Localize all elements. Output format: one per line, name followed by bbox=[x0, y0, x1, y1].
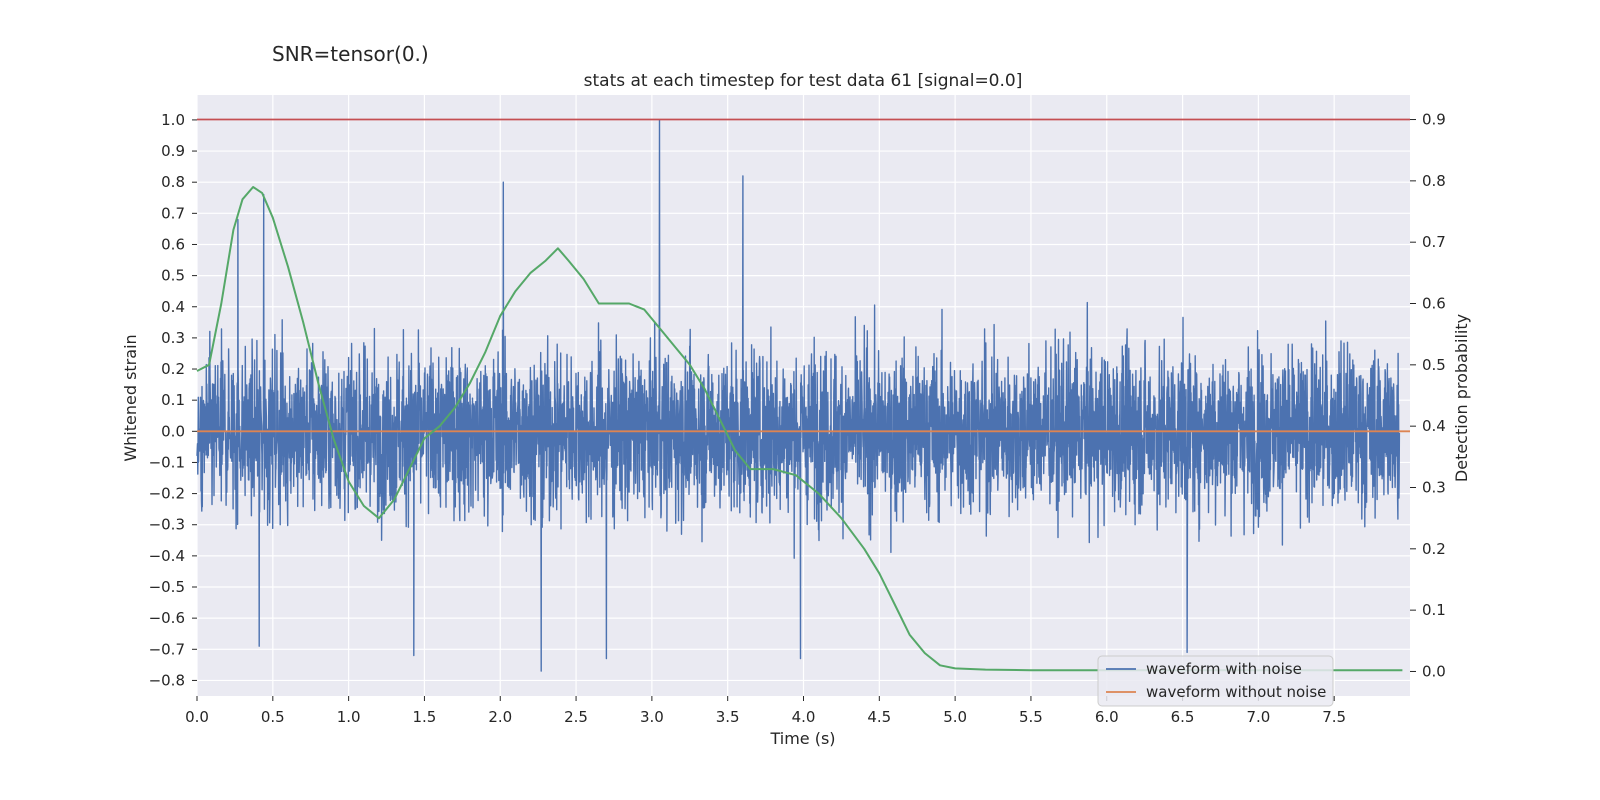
left-tick-label: −0.3 bbox=[149, 516, 185, 534]
right-tick-label: 0.6 bbox=[1422, 295, 1446, 313]
left-tick-label: 1.0 bbox=[161, 111, 185, 129]
right-tick-label: 0.2 bbox=[1422, 540, 1446, 558]
x-axis-label: Time (s) bbox=[769, 729, 835, 748]
right-tick-label: 0.4 bbox=[1422, 417, 1446, 435]
right-tick-label: 0.7 bbox=[1422, 233, 1446, 251]
x-tick-label: 4.0 bbox=[792, 708, 816, 726]
x-tick-label: 0.5 bbox=[261, 708, 285, 726]
left-tick-label: 0.6 bbox=[161, 235, 185, 253]
waveform-with-noise-line bbox=[196, 119, 1401, 672]
left-tick-label: 0.3 bbox=[161, 329, 185, 347]
x-tick-label: 2.5 bbox=[564, 708, 588, 726]
left-tick-label: 0.1 bbox=[161, 391, 185, 409]
right-tick-label: 0.3 bbox=[1422, 478, 1446, 496]
left-tick-label: 0.2 bbox=[161, 360, 185, 378]
left-tick-label: −0.5 bbox=[149, 578, 185, 596]
left-tick-label: −0.8 bbox=[149, 671, 185, 689]
x-tick-label: 7.0 bbox=[1246, 708, 1270, 726]
left-tick-label: 0.9 bbox=[161, 142, 185, 160]
series-waveform-with-noise bbox=[196, 119, 1401, 672]
x-tick-label: 7.5 bbox=[1322, 708, 1346, 726]
left-axis-ticks: 1.0 0.9 0.8 0.7 0.6 0.5 0.4 0.3 0.2 0.1 0.0 −0.1 −0.… bbox=[149, 111, 197, 689]
x-tick-label: 1.0 bbox=[337, 708, 361, 726]
detection-probability-line bbox=[196, 186, 1403, 672]
right-tick-label: 0.9 bbox=[1422, 111, 1446, 129]
chart-title: stats at each timestep for test data 61 … bbox=[584, 71, 1023, 91]
figure-suptitle: SNR=tensor(0.) bbox=[272, 42, 429, 66]
right-tick-label: 0.8 bbox=[1422, 172, 1446, 190]
left-tick-label: −0.1 bbox=[149, 453, 185, 471]
legend-box bbox=[1097, 655, 1334, 707]
legend-label: waveform without noise bbox=[1146, 683, 1326, 701]
x-axis-ticks: 0.0 0.5 1.0 1.5 2.0 2.5 3.0 3.5 4.0 4.5 5.0 5.5 6.0 6… bbox=[185, 696, 1346, 726]
right-axis-label: Detection probability bbox=[1452, 314, 1471, 482]
series-lines bbox=[196, 118, 1410, 672]
left-tick-label: 0.0 bbox=[161, 422, 185, 440]
right-axis-ticks: 0.9 0.8 0.7 0.6 0.5 0.4 0.3 0.2 0.1 0.0 bbox=[1410, 111, 1446, 680]
x-tick-label: 6.0 bbox=[1095, 708, 1119, 726]
left-tick-label: −0.7 bbox=[149, 640, 185, 658]
legend: waveform with noise waveform without nois… bbox=[1097, 655, 1334, 707]
right-tick-label: 0.1 bbox=[1422, 601, 1446, 619]
x-tick-label: 0.0 bbox=[185, 708, 209, 726]
x-tick-label: 6.5 bbox=[1171, 708, 1195, 726]
left-axis-label: Whitened strain bbox=[121, 334, 140, 461]
left-tick-label: 0.8 bbox=[161, 173, 185, 191]
left-tick-label: 0.7 bbox=[161, 204, 185, 222]
left-tick-label: 0.4 bbox=[161, 298, 185, 316]
x-tick-label: 3.0 bbox=[640, 708, 664, 726]
left-tick-label: 0.5 bbox=[161, 267, 185, 285]
left-tick-label: −0.4 bbox=[149, 547, 185, 565]
x-tick-label: 5.0 bbox=[943, 708, 967, 726]
x-tick-label: 1.5 bbox=[413, 708, 437, 726]
x-tick-label: 2.0 bbox=[488, 708, 512, 726]
x-tick-label: 5.5 bbox=[1019, 708, 1043, 726]
legend-label: waveform with noise bbox=[1146, 660, 1302, 678]
left-tick-label: −0.2 bbox=[149, 485, 185, 503]
right-tick-label: 0.5 bbox=[1422, 356, 1446, 374]
x-tick-label: 3.5 bbox=[716, 708, 740, 726]
left-tick-label: −0.6 bbox=[149, 609, 185, 627]
right-tick-label: 0.0 bbox=[1422, 662, 1446, 680]
x-tick-label: 4.5 bbox=[867, 708, 891, 726]
